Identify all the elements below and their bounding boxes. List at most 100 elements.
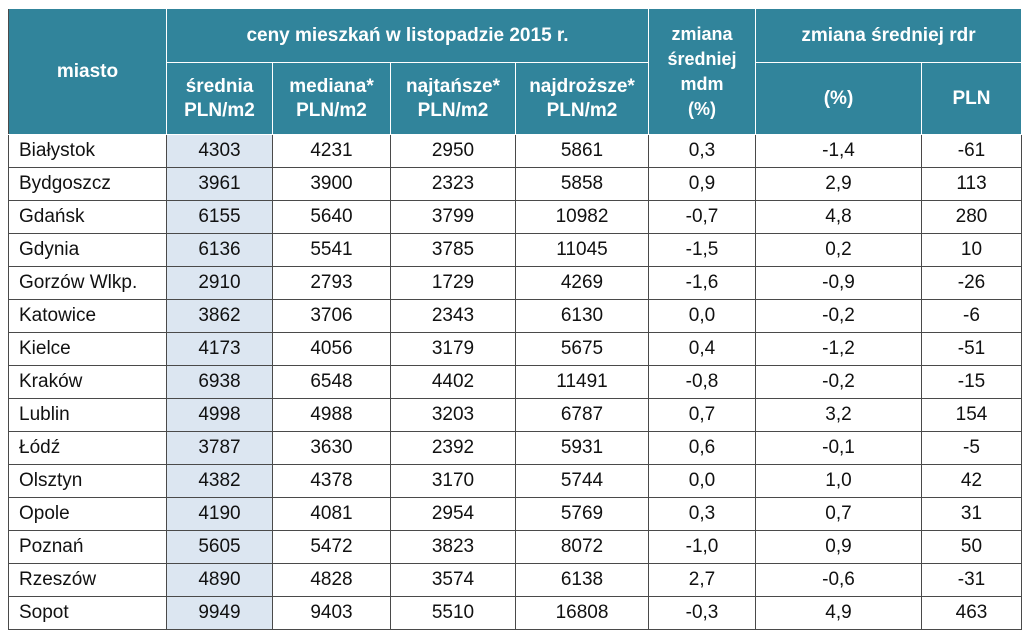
price-table-container: miasto ceny mieszkań w listopadzie 2015 …	[8, 8, 1022, 630]
cell-change-mdm: 0,3	[648, 497, 756, 531]
cell-cheapest: 2950	[390, 134, 516, 168]
cell-change-rdr-percent: -1,2	[755, 332, 922, 366]
cell-change-rdr-pln: -5	[921, 431, 1022, 465]
cell-city: Opole	[8, 497, 167, 531]
cell-city: Gdynia	[8, 233, 167, 267]
header-line: PLN/m2	[417, 99, 489, 121]
cell-city: Poznań	[8, 530, 167, 564]
cell-median: 4056	[272, 332, 391, 366]
cell-cheapest: 3170	[390, 464, 516, 498]
cell-change-mdm: 0,3	[648, 134, 756, 168]
cell-change-mdm: -1,6	[648, 266, 756, 300]
table-row: Kielce 4173 4056 3179 5675 0,4 -1,2 -51	[8, 332, 1022, 366]
cell-change-rdr-pln: 154	[921, 398, 1022, 432]
cell-median: 5640	[272, 200, 391, 234]
header-line: PLN/m2	[184, 99, 255, 121]
cell-most-expensive: 5858	[515, 167, 649, 201]
cell-change-rdr-percent: 4,9	[755, 596, 922, 630]
cell-most-expensive: 5769	[515, 497, 649, 531]
table-row: Poznań 5605 5472 3823 8072 -1,0 0,9 50	[8, 530, 1022, 564]
cell-cheapest: 4402	[390, 365, 516, 399]
cell-average: 3961	[166, 167, 273, 201]
table-body: Białystok 4303 4231 2950 5861 0,3 -1,4 -61 Bydgo…	[8, 134, 1022, 630]
cell-most-expensive: 11045	[515, 233, 649, 267]
table-row: Rzeszów 4890 4828 3574 6138 2,7 -0,6 -31	[8, 563, 1022, 597]
cell-city: Łódź	[8, 431, 167, 465]
cell-cheapest: 3179	[390, 332, 516, 366]
cell-cheapest: 1729	[390, 266, 516, 300]
cell-city: Olsztyn	[8, 464, 167, 498]
cell-average: 4303	[166, 134, 273, 168]
cell-change-rdr-pln: 42	[921, 464, 1022, 498]
cell-cheapest: 5510	[390, 596, 516, 630]
cell-change-rdr-pln: -51	[921, 332, 1022, 366]
cell-change-rdr-percent: 1,0	[755, 464, 922, 498]
cell-median: 5472	[272, 530, 391, 564]
cell-change-rdr-pln: -31	[921, 563, 1022, 597]
cell-cheapest: 2343	[390, 299, 516, 333]
cell-change-rdr-pln: 10	[921, 233, 1022, 267]
cell-median: 3630	[272, 431, 391, 465]
table-row: Lublin 4998 4988 3203 6787 0,7 3,2 154	[8, 398, 1022, 432]
header-prices-group: ceny mieszkań w listopadzie 2015 r.	[166, 8, 649, 63]
cell-average: 6938	[166, 365, 273, 399]
cell-change-rdr-pln: 31	[921, 497, 1022, 531]
header-col-median: mediana* PLN/m2	[272, 62, 391, 135]
header-line: najdroższe*	[529, 75, 635, 97]
table-header: miasto ceny mieszkań w listopadzie 2015 …	[8, 8, 1022, 135]
cell-change-rdr-percent: 0,2	[755, 233, 922, 267]
cell-change-mdm: -1,0	[648, 530, 756, 564]
cell-change-rdr-percent: -1,4	[755, 134, 922, 168]
header-line: średnia	[185, 75, 254, 97]
cell-change-rdr-percent: 0,7	[755, 497, 922, 531]
cell-change-rdr-pln: -26	[921, 266, 1022, 300]
header-rdr-percent: (%)	[755, 62, 922, 135]
cell-cheapest: 3203	[390, 398, 516, 432]
cell-most-expensive: 6130	[515, 299, 649, 333]
header-change-mdm-line: mdm	[680, 73, 724, 94]
cell-change-mdm: 0,0	[648, 299, 756, 333]
cell-cheapest: 2323	[390, 167, 516, 201]
table-row: Gorzów Wlkp. 2910 2793 1729 4269 -1,6 -0,9 -26	[8, 266, 1022, 300]
cell-most-expensive: 5861	[515, 134, 649, 168]
cell-change-mdm: -1,5	[648, 233, 756, 267]
header-line: PLN/m2	[296, 99, 367, 121]
cell-change-rdr-percent: -0,1	[755, 431, 922, 465]
table-row: Bydgoszcz 3961 3900 2323 5858 0,9 2,9 113	[8, 167, 1022, 201]
cell-average: 4998	[166, 398, 273, 432]
header-change-mdm: zmiana średniej mdm (%)	[648, 8, 756, 135]
cell-change-rdr-percent: 2,9	[755, 167, 922, 201]
header-line: mediana*	[289, 75, 374, 97]
cell-median: 4081	[272, 497, 391, 531]
cell-average: 2910	[166, 266, 273, 300]
cell-change-rdr-pln: -15	[921, 365, 1022, 399]
table-row: Olsztyn 4382 4378 3170 5744 0,0 1,0 42	[8, 464, 1022, 498]
header-col-most-expensive: najdroższe* PLN/m2	[515, 62, 649, 135]
cell-most-expensive: 11491	[515, 365, 649, 399]
cell-average: 4890	[166, 563, 273, 597]
cell-median: 6548	[272, 365, 391, 399]
cell-median: 9403	[272, 596, 391, 630]
header-rdr-group: zmiana średniej rdr	[755, 8, 1022, 63]
cell-median: 5541	[272, 233, 391, 267]
cell-most-expensive: 5744	[515, 464, 649, 498]
cell-most-expensive: 6138	[515, 563, 649, 597]
header-line: PLN/m2	[546, 99, 618, 121]
cell-cheapest: 3785	[390, 233, 516, 267]
header-col-average: średnia PLN/m2	[166, 62, 273, 135]
cell-city: Gorzów Wlkp.	[8, 266, 167, 300]
cell-median: 4378	[272, 464, 391, 498]
table-row: Sopot 9949 9403 5510 16808 -0,3 4,9 463	[8, 596, 1022, 630]
header-change-mdm-line: średniej	[667, 48, 737, 69]
cell-city: Białystok	[8, 134, 167, 168]
cell-change-mdm: 2,7	[648, 563, 756, 597]
cell-change-mdm: -0,7	[648, 200, 756, 234]
cell-median: 4231	[272, 134, 391, 168]
cell-city: Bydgoszcz	[8, 167, 167, 201]
table-row: Gdynia 6136 5541 3785 11045 -1,5 0,2 10	[8, 233, 1022, 267]
cell-change-rdr-percent: 3,2	[755, 398, 922, 432]
cell-change-rdr-percent: -0,2	[755, 365, 922, 399]
cell-change-rdr-pln: 463	[921, 596, 1022, 630]
cell-cheapest: 2392	[390, 431, 516, 465]
cell-average: 4382	[166, 464, 273, 498]
